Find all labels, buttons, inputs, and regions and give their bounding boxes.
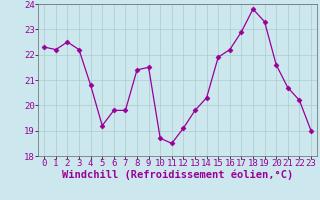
X-axis label: Windchill (Refroidissement éolien,°C): Windchill (Refroidissement éolien,°C)	[62, 170, 293, 180]
